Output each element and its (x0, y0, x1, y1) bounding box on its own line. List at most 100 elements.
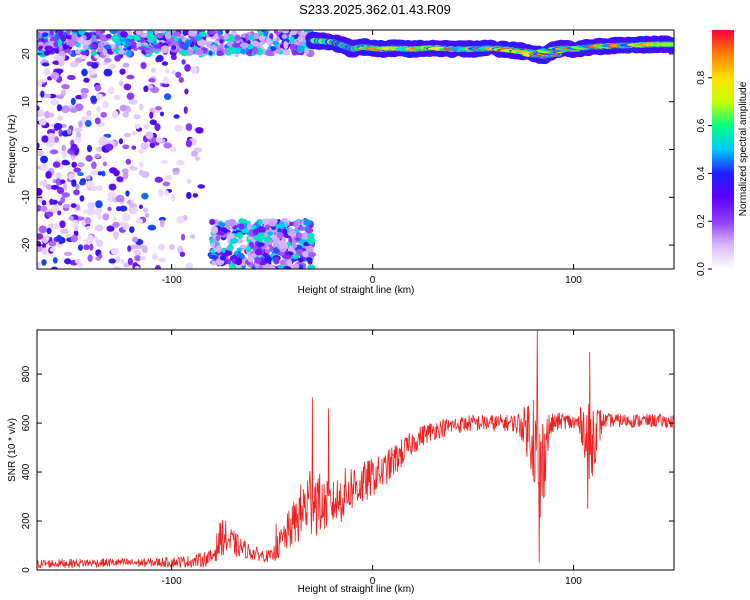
noise-region-speck (195, 127, 204, 134)
colorbar-tick-label: 0.8 (696, 70, 707, 84)
noise-region-speck (106, 225, 115, 232)
noise-region-speck (185, 262, 194, 269)
noise-region-speck (107, 191, 117, 198)
lower-aliased-band-speck (289, 221, 294, 226)
upper-aliased-band-speck (281, 38, 290, 44)
noise-region-speck (184, 64, 191, 72)
noise-region-speck (177, 245, 184, 254)
noise-region-speck (123, 83, 132, 91)
upper-aliased-band-speck (164, 33, 172, 40)
upper-aliased-band-speck (252, 47, 259, 55)
upper-aliased-band-speck (78, 38, 84, 45)
upper-aliased-band-speck (252, 40, 259, 47)
noise-region-speck (70, 143, 78, 152)
noise-region-speck (189, 234, 196, 239)
lower-aliased-band-speck (253, 235, 260, 241)
lower-aliased-band-speck (215, 234, 221, 242)
lower-aliased-band-speck (246, 223, 252, 231)
noise-region-speck (114, 54, 121, 62)
noise-region-speck (41, 200, 47, 206)
noise-region-speck (138, 161, 144, 168)
noise-region-speck (102, 101, 109, 109)
lower-aliased-band-speck (238, 223, 245, 230)
noise-region-speck (38, 225, 47, 234)
lower-aliased-band-speck (236, 247, 242, 252)
noise-region-speck (155, 105, 163, 111)
spectrogram-x-tick-label: 100 (565, 275, 582, 286)
upper-aliased-band-speck (118, 49, 126, 55)
noise-region-speck (43, 68, 51, 76)
noise-region-speck (185, 139, 193, 148)
noise-region-speck (115, 194, 125, 203)
upper-aliased-band-speck (37, 49, 46, 57)
noise-region-speck (48, 241, 57, 247)
snr-x-tick-label: 100 (565, 576, 582, 587)
noise-region-speck (74, 57, 83, 64)
noise-region-speck (90, 170, 99, 176)
noise-region-speck (132, 236, 138, 243)
upper-aliased-band-speck (153, 44, 162, 49)
upper-aliased-band-speck (172, 31, 181, 37)
noise-region-speck (119, 221, 129, 228)
noise-region-speck (90, 185, 98, 192)
noise-region-speck (40, 155, 49, 164)
noise-region-speck (103, 68, 113, 77)
noise-region-speck (184, 88, 189, 95)
noise-region-speck (133, 114, 141, 120)
noise-region-speck (85, 225, 91, 231)
noise-region-speck (59, 179, 66, 184)
noise-region-speck (86, 110, 92, 116)
noise-region-speck (125, 158, 132, 165)
noise-region-speck (61, 150, 67, 159)
noise-region-speck (52, 223, 60, 230)
lower-aliased-band-speck (264, 248, 271, 254)
noise-region-speck (118, 80, 124, 87)
noise-region-speck (86, 144, 93, 153)
noise-region-speck (115, 255, 121, 264)
noise-region-speck (120, 259, 125, 264)
noise-region-speck (71, 179, 77, 187)
upper-aliased-band-speck (89, 43, 97, 49)
noise-region-speck (55, 172, 62, 180)
lower-aliased-band-speck (292, 220, 300, 228)
noise-region-speck (49, 247, 56, 252)
upper-aliased-band-speck (290, 30, 298, 36)
spectrogram-y-tick-label: 0 (21, 146, 32, 152)
noise-region-speck (145, 131, 154, 140)
noise-region-speck (121, 168, 129, 174)
snr-panel: -100 0 100 0 200 400 600 800 Height of straigh… (7, 329, 675, 595)
noise-region-speck (52, 205, 60, 213)
colorbar-gradient (712, 30, 734, 269)
upper-aliased-band-speck (296, 45, 305, 53)
noise-region-speck (192, 193, 198, 198)
upper-aliased-band-speck (222, 48, 229, 54)
noise-region-speck (143, 124, 150, 130)
upper-aliased-band-speck (49, 30, 54, 36)
upper-aliased-band-speck (132, 36, 141, 41)
noise-region-speck (181, 59, 186, 65)
noise-region-speck (69, 61, 79, 68)
noise-region-speck (84, 120, 92, 127)
upper-aliased-band-speck (62, 44, 69, 50)
noise-region-speck (74, 258, 81, 264)
noise-region-speck (46, 183, 52, 191)
upper-aliased-band-speck (195, 48, 204, 56)
upper-aliased-band-speck (232, 42, 241, 48)
noise-region-speck (40, 90, 45, 98)
noise-region-speck (52, 161, 61, 168)
colorbar-tick-label: 0.4 (696, 166, 707, 180)
noise-region-speck (122, 111, 129, 118)
upper-aliased-band-speck (41, 32, 49, 37)
noise-region-speck (37, 246, 43, 253)
noise-region-speck (141, 171, 150, 179)
noise-region-speck (39, 109, 45, 117)
lower-aliased-band-speck (236, 231, 244, 239)
noise-region-speck (59, 220, 66, 229)
upper-aliased-band-speck (126, 50, 132, 58)
noise-region-speck (164, 175, 173, 181)
noise-region-speck (179, 251, 186, 257)
noise-region-speck (72, 219, 79, 225)
noise-region-speck (99, 136, 108, 141)
spectrogram-x-label: Height of straight line (km) (298, 285, 415, 296)
noise-region-speck (50, 99, 60, 106)
